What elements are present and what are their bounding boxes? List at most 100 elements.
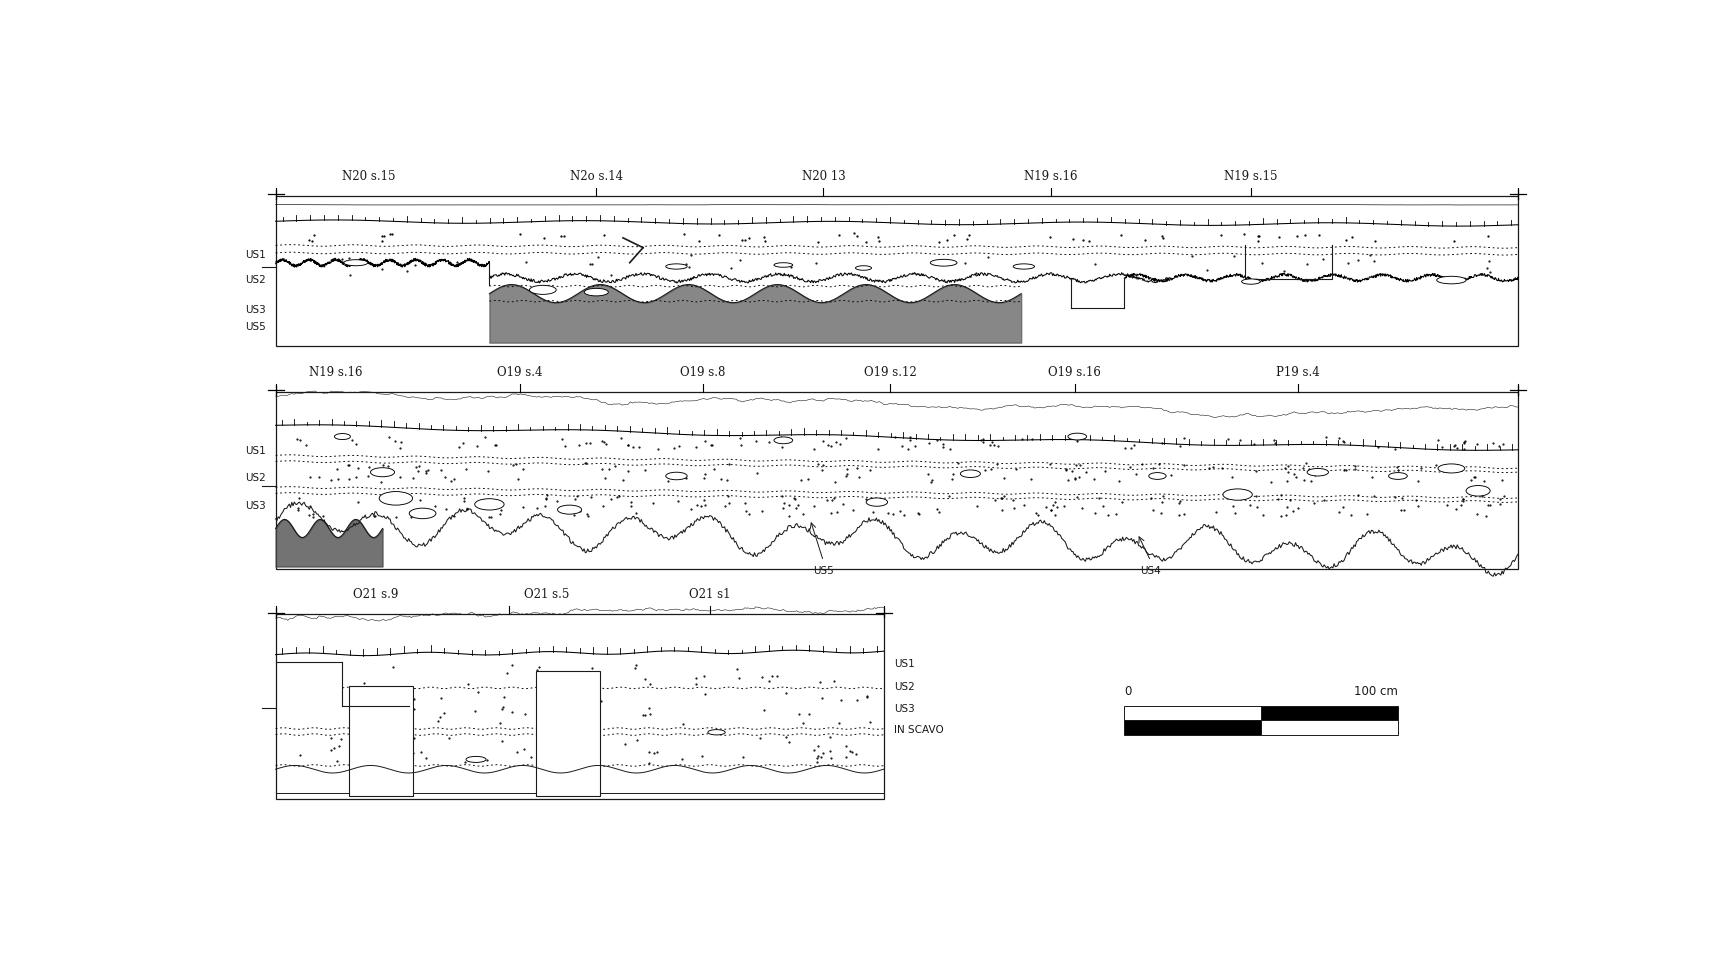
Point xyxy=(451,462,479,477)
Point xyxy=(669,717,696,733)
Point xyxy=(379,738,407,754)
Point xyxy=(856,714,884,730)
Point xyxy=(1358,470,1385,486)
Point xyxy=(843,229,870,244)
Point xyxy=(1051,462,1079,477)
Ellipse shape xyxy=(584,289,608,296)
Point xyxy=(369,262,396,278)
Point xyxy=(1247,255,1275,271)
Point xyxy=(987,491,1015,507)
Point xyxy=(295,508,322,523)
Point xyxy=(732,504,760,519)
Point xyxy=(1039,498,1067,513)
Point xyxy=(1304,228,1332,244)
Point xyxy=(1485,497,1513,512)
Point xyxy=(1282,469,1309,485)
Point xyxy=(825,228,853,244)
Point xyxy=(1022,506,1049,521)
Point xyxy=(379,227,407,243)
Point xyxy=(1478,435,1506,451)
Point xyxy=(1061,458,1089,473)
Point xyxy=(1201,505,1228,520)
Text: US4: US4 xyxy=(1139,565,1161,575)
Point xyxy=(767,489,794,505)
Point xyxy=(894,441,922,457)
Point xyxy=(770,496,798,511)
Point xyxy=(462,703,489,719)
Point xyxy=(448,436,476,452)
Point xyxy=(563,489,591,505)
Point xyxy=(634,755,662,771)
Point xyxy=(886,504,913,519)
Point xyxy=(853,689,880,704)
Point xyxy=(824,505,851,520)
Point xyxy=(488,734,515,749)
Point xyxy=(400,691,427,707)
Point xyxy=(389,491,417,507)
Point xyxy=(774,498,801,513)
Point xyxy=(562,504,589,519)
Point xyxy=(803,236,830,251)
Bar xyxy=(1123,706,1260,721)
Point xyxy=(508,500,536,515)
Point xyxy=(503,472,531,488)
Ellipse shape xyxy=(865,499,887,507)
Point xyxy=(577,489,605,505)
Point xyxy=(284,501,312,516)
Point xyxy=(286,747,314,763)
Point xyxy=(1273,465,1301,480)
Point xyxy=(691,492,718,508)
Point xyxy=(438,473,465,489)
Point xyxy=(1122,467,1149,482)
Point xyxy=(803,748,830,764)
Point xyxy=(489,689,517,705)
Ellipse shape xyxy=(665,472,687,480)
Point xyxy=(1282,229,1309,244)
Point xyxy=(613,438,641,454)
Point xyxy=(1308,252,1335,268)
Point xyxy=(1270,264,1297,280)
Point xyxy=(463,685,491,700)
Ellipse shape xyxy=(1241,280,1260,285)
Point xyxy=(1334,256,1361,272)
Point xyxy=(762,668,789,684)
Point xyxy=(991,489,1018,505)
Point xyxy=(453,502,481,517)
Point xyxy=(937,471,965,487)
Ellipse shape xyxy=(1437,465,1465,473)
Point xyxy=(450,491,477,507)
Point xyxy=(334,251,362,267)
Point xyxy=(1325,430,1353,446)
Bar xyxy=(348,686,414,797)
Point xyxy=(767,429,794,445)
Point xyxy=(929,439,956,455)
Point xyxy=(712,499,739,514)
Point xyxy=(968,434,996,450)
Point xyxy=(401,460,429,475)
Point xyxy=(396,505,424,520)
Point xyxy=(324,738,351,754)
Point xyxy=(1063,433,1091,449)
Point xyxy=(588,434,615,450)
Point xyxy=(1194,461,1222,476)
Point xyxy=(903,506,930,521)
Point xyxy=(345,461,372,476)
Point xyxy=(1265,230,1292,245)
Point xyxy=(682,677,710,692)
Point xyxy=(1148,231,1175,246)
Point xyxy=(1108,495,1135,511)
Point xyxy=(360,509,388,524)
Point xyxy=(317,473,345,489)
Point xyxy=(706,471,734,487)
Point xyxy=(370,488,398,504)
Point xyxy=(1213,431,1241,447)
Ellipse shape xyxy=(465,757,486,763)
Point xyxy=(534,673,562,689)
Bar xyxy=(276,614,884,799)
Point xyxy=(1439,439,1466,455)
Point xyxy=(405,493,432,509)
Point xyxy=(588,693,615,709)
Point xyxy=(999,493,1027,509)
Point xyxy=(296,470,324,486)
Text: US5: US5 xyxy=(245,322,265,332)
